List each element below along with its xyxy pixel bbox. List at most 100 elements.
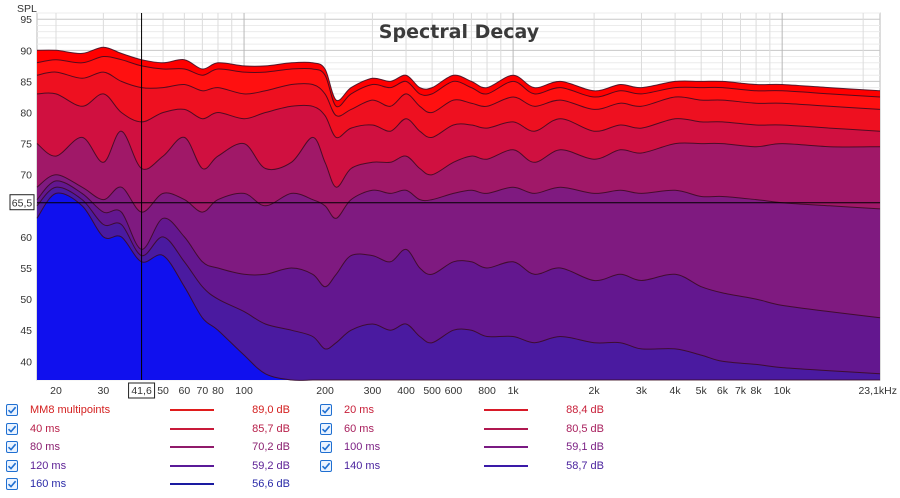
x-tick-label: 50 xyxy=(157,385,169,397)
legend-label: 120 ms xyxy=(30,459,67,472)
x-tick-label: 7k xyxy=(735,385,747,397)
cursor-y-readout-box xyxy=(9,194,35,211)
curve-160-ms xyxy=(36,192,880,381)
decay-curves xyxy=(36,46,881,381)
x-tick-label: 23,1kHz xyxy=(858,385,897,397)
legend-value: 59,1 dB xyxy=(566,441,604,453)
y-tick-label: 55 xyxy=(20,263,32,275)
curve-60-ms xyxy=(36,92,881,139)
y-axis-label: SPL xyxy=(17,3,37,15)
curve-40-ms xyxy=(36,71,881,117)
x-tick-label: 300 xyxy=(364,385,382,397)
legend-item[interactable]: MM8 multipoints 89,0 dB xyxy=(0,401,300,419)
x-tick-label: 5k xyxy=(696,385,708,397)
y-tick-label: 80 xyxy=(20,108,32,120)
legend-value: 58,7 dB xyxy=(566,459,604,472)
y-tick-label: 70 xyxy=(20,170,32,182)
checkbox-checked-icon[interactable] xyxy=(6,441,18,453)
curve-120-ms xyxy=(36,180,881,319)
crosshair-cursor[interactable]: 65,5 41,6 xyxy=(9,13,880,399)
y-tick-label: 85 xyxy=(20,76,32,88)
legend-label: 100 ms xyxy=(344,441,381,453)
y-tick-label: 90 xyxy=(20,45,32,57)
cursor-x-readout-box xyxy=(128,382,156,399)
x-tick-label: 600 xyxy=(445,385,463,397)
legend-swatch xyxy=(484,464,528,467)
checkbox-checked-icon[interactable] xyxy=(320,404,332,416)
x-tick-label: 6k xyxy=(717,385,729,397)
legend-value: 88,4 dB xyxy=(566,404,604,416)
area-160-ms xyxy=(37,193,880,381)
checkbox-checked-icon[interactable] xyxy=(6,478,18,490)
legend-swatch xyxy=(484,446,528,448)
area-140-ms xyxy=(37,187,880,380)
legend-value: 85,7 dB xyxy=(252,422,290,435)
chart-title: Spectral Decay xyxy=(379,21,540,43)
legend-swatch xyxy=(484,427,528,430)
legend-label: 140 ms xyxy=(344,459,381,472)
x-tick-label: 20 xyxy=(50,385,62,397)
curve-100-ms xyxy=(36,174,881,219)
x-tick-label: 800 xyxy=(478,385,496,397)
x-tick-label: 10k xyxy=(774,385,792,397)
legend-item[interactable]: 60 ms 80,5 dB xyxy=(314,420,614,438)
legend-swatch xyxy=(170,427,214,430)
checkbox-checked-icon[interactable] xyxy=(320,441,332,453)
y-axis-ticks: 404550556065707580859095 xyxy=(20,14,32,368)
legend-item[interactable]: 40 ms 85,7 dB xyxy=(0,420,300,438)
x-tick-label: 4k xyxy=(670,385,682,397)
legend-item[interactable]: 80 ms 70,2 dB xyxy=(0,438,300,456)
x-tick-label: 70 xyxy=(197,385,209,397)
legend-value: 70,2 dB xyxy=(252,441,290,453)
curve-140-ms xyxy=(36,186,881,375)
legend-label: MM8 multipoints xyxy=(30,404,111,416)
legend-item[interactable]: 20 ms 88,4 dB xyxy=(314,401,614,419)
decay-areas xyxy=(37,47,880,381)
x-axis-ticks: 20 30 50 60 70 80 100 200 300 400 500 600 800 1k 2k 3k 4… xyxy=(50,385,897,397)
x-tick-label: 100 xyxy=(235,385,253,397)
checkbox-checked-icon[interactable] xyxy=(320,459,332,472)
legend-item[interactable]: 120 ms 59,2 dB xyxy=(0,457,300,475)
checkbox-checked-icon[interactable] xyxy=(320,422,332,435)
legend-swatch xyxy=(170,409,214,411)
x-tick-label: 3k xyxy=(636,385,648,397)
x-tick-label: 500 xyxy=(423,385,441,397)
legend: MM8 multipoints 89,0 dB 20 ms 88,4 dB 40 ms 8… xyxy=(0,401,900,498)
checkbox-checked-icon[interactable] xyxy=(6,422,18,435)
legend-swatch xyxy=(484,409,528,411)
legend-value: 59,2 dB xyxy=(252,459,290,472)
spectral-decay-chart: SPL 20 30 50 60 70 80 100 200 300 400 500 600 800 1k 2… xyxy=(9,3,897,399)
x-tick-label: 8k xyxy=(751,385,763,397)
y-tick-label: 40 xyxy=(20,356,32,368)
x-tick-label: 60 xyxy=(179,385,191,397)
x-tick-label: 400 xyxy=(397,385,415,397)
legend-swatch xyxy=(170,446,214,448)
x-tick-label: 200 xyxy=(316,385,334,397)
y-tick-label: 60 xyxy=(20,232,32,244)
x-tick-label: 80 xyxy=(212,385,224,397)
legend-swatch xyxy=(170,464,214,467)
legend-value: 80,5 dB xyxy=(566,422,604,435)
y-tick-label: 50 xyxy=(20,294,32,306)
checkbox-checked-icon[interactable] xyxy=(6,459,18,472)
curve-80-ms xyxy=(36,130,881,188)
checkbox-checked-icon[interactable] xyxy=(6,404,18,416)
curve-20-ms xyxy=(36,55,881,108)
y-tick-label: 75 xyxy=(20,139,32,151)
legend-value: 56,6 dB xyxy=(252,478,290,490)
x-tick-label: 2k xyxy=(589,385,601,397)
legend-label: 20 ms xyxy=(344,404,374,416)
curve-mm8-multipoints xyxy=(36,46,881,102)
cursor-y-readout: 65,5 xyxy=(12,198,33,210)
legend-label: 60 ms xyxy=(344,422,374,435)
legend-item[interactable]: 160 ms 56,6 dB xyxy=(0,475,300,493)
legend-value: 89,0 dB xyxy=(252,404,290,416)
x-tick-label: 30 xyxy=(98,385,110,397)
x-tick-label: 1k xyxy=(508,385,520,397)
legend-label: 160 ms xyxy=(30,478,67,490)
y-tick-label: 95 xyxy=(20,14,32,26)
legend-label: 40 ms xyxy=(30,422,60,435)
legend-item[interactable]: 140 ms 58,7 dB xyxy=(314,457,614,475)
y-tick-label: 45 xyxy=(20,325,32,337)
legend-item[interactable]: 100 ms 59,1 dB xyxy=(314,438,614,456)
